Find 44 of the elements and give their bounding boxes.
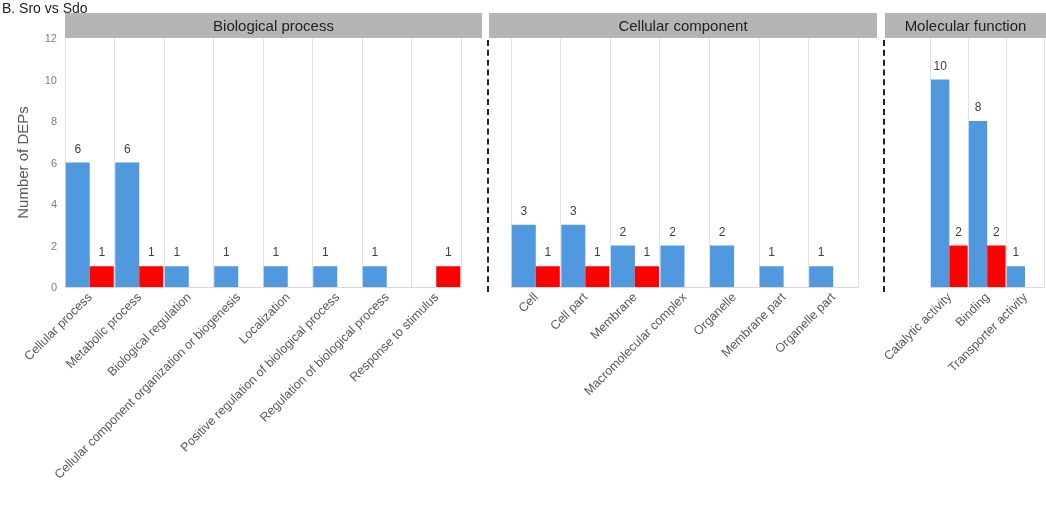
data-label: 2 [619,224,627,239]
data-label: 1 [272,245,280,260]
bar [1006,266,1026,287]
text: B. Sro vs Sdo [2,0,88,16]
x-tick-label: Cell part [547,289,591,333]
data-label: 1 [321,245,329,260]
bar [987,245,1006,287]
y-axis-title: Number of DEPs [14,106,31,219]
data-label: 6 [74,141,82,156]
y-tick-label: 10 [44,73,57,86]
y-tick-label: 8 [50,115,57,127]
data-label: 1 [544,245,552,260]
data-label: 1 [222,245,230,260]
bar [968,121,988,287]
y-tick-label: 6 [50,156,57,169]
y-tick-label: 4 [50,198,57,210]
y-tick-label: 12 [44,32,57,44]
data-label: 3 [520,203,528,218]
data-label: 1 [768,245,776,260]
data-label: 2 [718,224,726,239]
data-label: 10 [933,58,948,73]
data-label: 3 [569,203,577,218]
data-label: 2 [669,224,677,239]
data-label: 1 [817,245,825,260]
data-label: 2 [955,224,963,239]
chart-title: Molecular function [885,13,1046,38]
y-tick-label: 0 [50,281,57,293]
data-label: 1 [371,245,379,260]
data-label: 1 [1012,245,1020,260]
data-label: 6 [123,141,131,156]
data-label: 1 [594,245,602,260]
data-label: 1 [173,245,181,260]
x-tick-label: Cell [515,290,541,316]
chart-title: Cellular component [489,13,877,38]
bar [949,245,968,287]
data-label: 1 [98,245,106,260]
bar [930,79,950,287]
data-label: 1 [643,245,651,260]
data-label: 8 [974,100,982,114]
chart-title: Biological process [213,17,334,34]
data-label: 1 [444,245,452,260]
data-label: 2 [993,224,1001,239]
data-label: 1 [147,245,155,260]
y-tick-label: 2 [50,239,57,252]
